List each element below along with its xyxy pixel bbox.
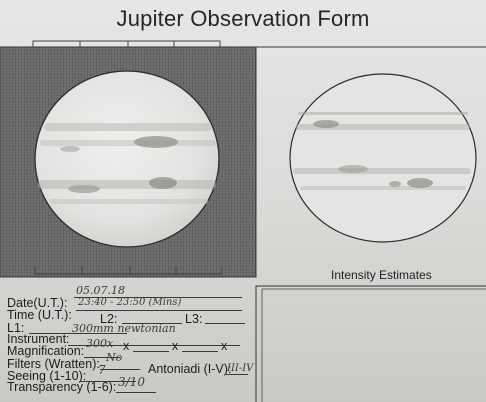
instrument-field[interactable]: 300mm newtonian <box>72 322 176 335</box>
times-sign-3: x <box>221 339 228 353</box>
antoniadi-underline <box>226 374 248 375</box>
date-field[interactable]: 05.07.18 <box>76 284 125 297</box>
intensity-estimates-box[interactable] <box>255 285 486 402</box>
magnification-field-3[interactable] <box>182 351 218 352</box>
magnification-underline <box>84 357 120 358</box>
magnification-field-2[interactable] <box>133 351 169 352</box>
time-label: Time (U.T.): <box>7 308 72 322</box>
intensity-estimates-label: Intensity Estimates <box>331 268 432 282</box>
magnification-label: Magnification: <box>7 344 85 358</box>
filters-field[interactable]: No <box>106 351 123 364</box>
instrument-underline <box>68 345 240 346</box>
transparency-underline <box>116 392 156 393</box>
l2-field[interactable] <box>122 323 182 324</box>
transparency-label: Transparency (1-6): <box>7 380 117 394</box>
antoniadi-field[interactable]: III-IV <box>227 363 254 374</box>
jupiter-disk-left <box>34 70 220 248</box>
times-sign-1: x <box>123 339 130 353</box>
top-bracket <box>32 40 221 48</box>
bottom-bracket <box>34 266 223 275</box>
filters-label: Filters (Wratten): <box>7 357 100 371</box>
time-field[interactable]: 23:40 - 23:50 (Mins) <box>78 297 182 308</box>
times-sign-2: x <box>172 339 179 353</box>
instrument-label: Instrument: <box>7 332 70 346</box>
form-title: Jupiter Observation Form <box>116 6 370 31</box>
magnification-field[interactable]: 300x <box>86 337 114 350</box>
l3-field[interactable] <box>205 323 245 324</box>
seeing-underline <box>80 381 136 382</box>
l1-label: L1: <box>7 321 25 335</box>
l1-field[interactable] <box>29 333 127 334</box>
jupiter-disk-right <box>289 73 477 243</box>
antoniadi-label: Antoniadi (I-V): <box>148 362 232 376</box>
seeing-label: Seeing (1-10): <box>7 369 87 383</box>
filters-underline <box>100 369 140 370</box>
date-underline <box>74 297 242 298</box>
time-underline <box>76 310 242 311</box>
transparency-field[interactable]: 3/10 <box>118 375 145 389</box>
l3-label: L3: <box>185 312 203 326</box>
date-label: Date(U.T.): <box>7 296 68 310</box>
seeing-field[interactable]: 7 <box>98 363 106 377</box>
l2-label: L2: <box>100 312 118 326</box>
